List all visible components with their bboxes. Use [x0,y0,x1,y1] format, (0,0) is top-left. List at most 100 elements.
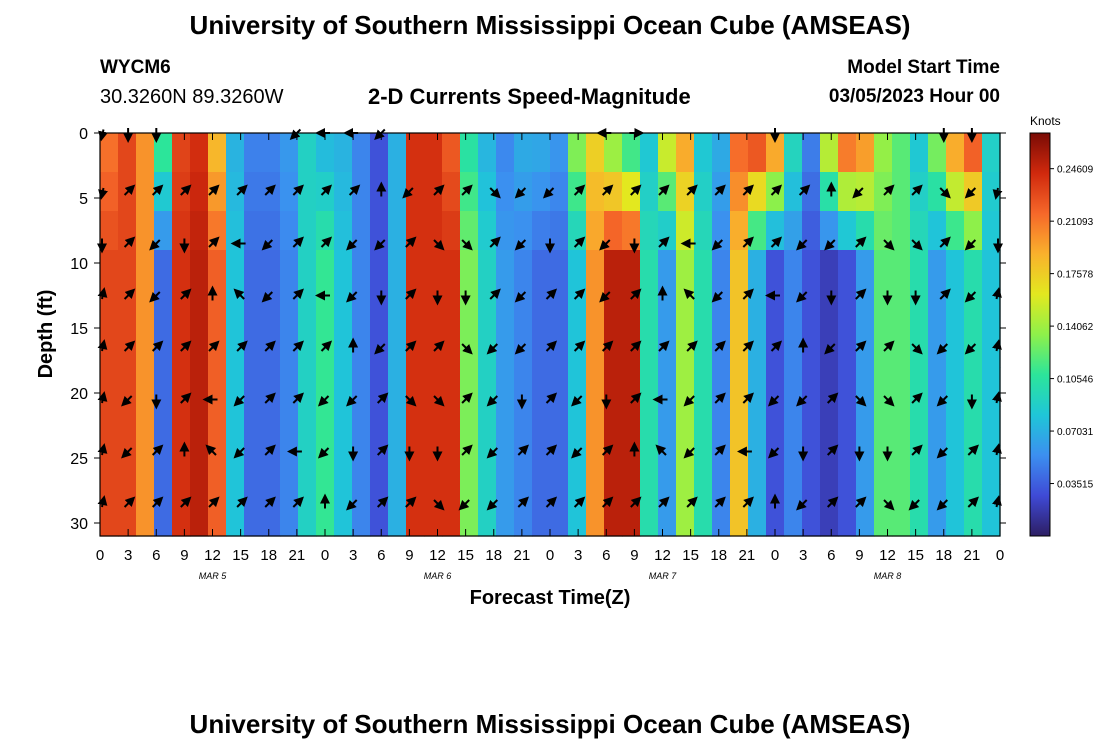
heatmap-cell [118,250,137,290]
colorbar-tick-label: 0.07031 [1057,427,1094,438]
current-arrow [461,239,473,251]
current-arrow [264,444,276,456]
heatmap-cell [226,211,245,251]
heatmap-cell [730,133,749,173]
heatmap-cell [658,406,677,446]
heatmap-cell [694,211,713,251]
heatmap-cell [982,445,1001,485]
heatmap-cell [442,250,461,290]
current-arrow [151,340,164,352]
heatmap-cell [460,211,479,251]
day-label: MAR 7 [649,571,678,581]
heatmap-cell [982,211,1001,251]
current-arrow [292,340,304,352]
current-arrow [292,392,304,404]
heatmap-cell [982,172,1001,212]
heatmap-cell [676,406,695,446]
current-arrow [236,340,248,352]
heatmap-cell [226,406,245,446]
heatmap-cell [550,367,569,407]
current-arrow [855,496,867,508]
heatmap-cell [712,367,731,407]
heatmap-cell [298,445,317,485]
heatmap-cell [370,484,389,537]
current-arrow [149,239,161,251]
heatmap-cell [370,250,389,290]
heatmap-cell [334,367,353,407]
heatmap-cell [280,289,299,329]
current-arrow [292,236,304,248]
heatmap-cell [352,133,371,173]
heatmap-cell [388,406,407,446]
heatmap-cell [514,406,533,446]
heatmap-cell [352,367,371,407]
heatmap-cell [802,133,821,173]
current-arrow [208,496,220,508]
heatmap-cell [496,367,515,407]
current-arrow [992,391,1002,404]
heatmap-cell [586,367,605,407]
current-arrow [573,236,586,248]
current-arrow [770,184,783,196]
current-arrow [514,239,527,251]
heatmap-cell [964,328,983,368]
heatmap-cell [460,367,479,407]
heatmap-cell [622,133,641,173]
heatmap-cell [838,445,857,485]
current-arrow [855,395,867,407]
heatmap-cell [244,328,263,368]
heatmap-cell [622,172,641,212]
heatmap-cell [748,328,767,368]
heatmap-cell [586,328,605,368]
current-arrow [767,395,780,407]
heatmap-cell [658,367,677,407]
heatmap-cell [136,133,155,173]
heatmap-cell [514,133,533,173]
current-arrow [545,444,558,456]
heatmap-cell [838,250,857,290]
heatmap-cell [784,250,803,290]
heatmap-cell [676,484,695,537]
heatmap-cell [136,406,155,446]
current-arrow [936,343,949,355]
current-arrow [461,343,473,355]
heatmap-cell [892,328,911,368]
heatmap-cell [190,172,209,212]
heatmap-cell [244,172,263,212]
x-tick-label: 9 [855,547,863,564]
current-arrow [317,395,330,407]
heatmap-cell [316,211,335,251]
heatmap-cell [676,250,695,290]
heatmap-cell [694,406,713,446]
current-arrow [770,236,783,248]
heatmap-cell [838,289,857,329]
heatmap-cell [694,484,713,537]
heatmap-cell [532,406,551,446]
current-arrow [514,343,527,355]
heatmap-cell [550,328,569,368]
heatmap-cell [838,406,857,446]
heatmap-cell [388,484,407,537]
heatmap-cell [352,445,371,485]
current-arrow [883,184,895,196]
y-axis: 0 5 10 15 20 25 30 [70,126,1006,533]
heatmap-cell [532,172,551,212]
heatmap-cell [586,250,605,290]
heatmap-cell [532,328,551,368]
heatmap-cell [298,367,317,407]
heatmap-cell [802,484,821,537]
heatmap-cell [910,172,929,212]
current-arrow [908,499,920,511]
heatmap-cell [334,406,353,446]
current-arrow [630,392,642,404]
current-arrow [376,392,389,404]
y-tick-label: 0 [79,126,88,143]
current-arrow [714,496,726,508]
current-arrow [489,236,501,248]
heatmap-cell [136,289,155,329]
current-arrow [233,395,245,407]
current-arrow [233,447,245,459]
heatmap-cell [550,484,569,537]
current-arrow [630,184,642,196]
current-arrow [514,187,527,199]
